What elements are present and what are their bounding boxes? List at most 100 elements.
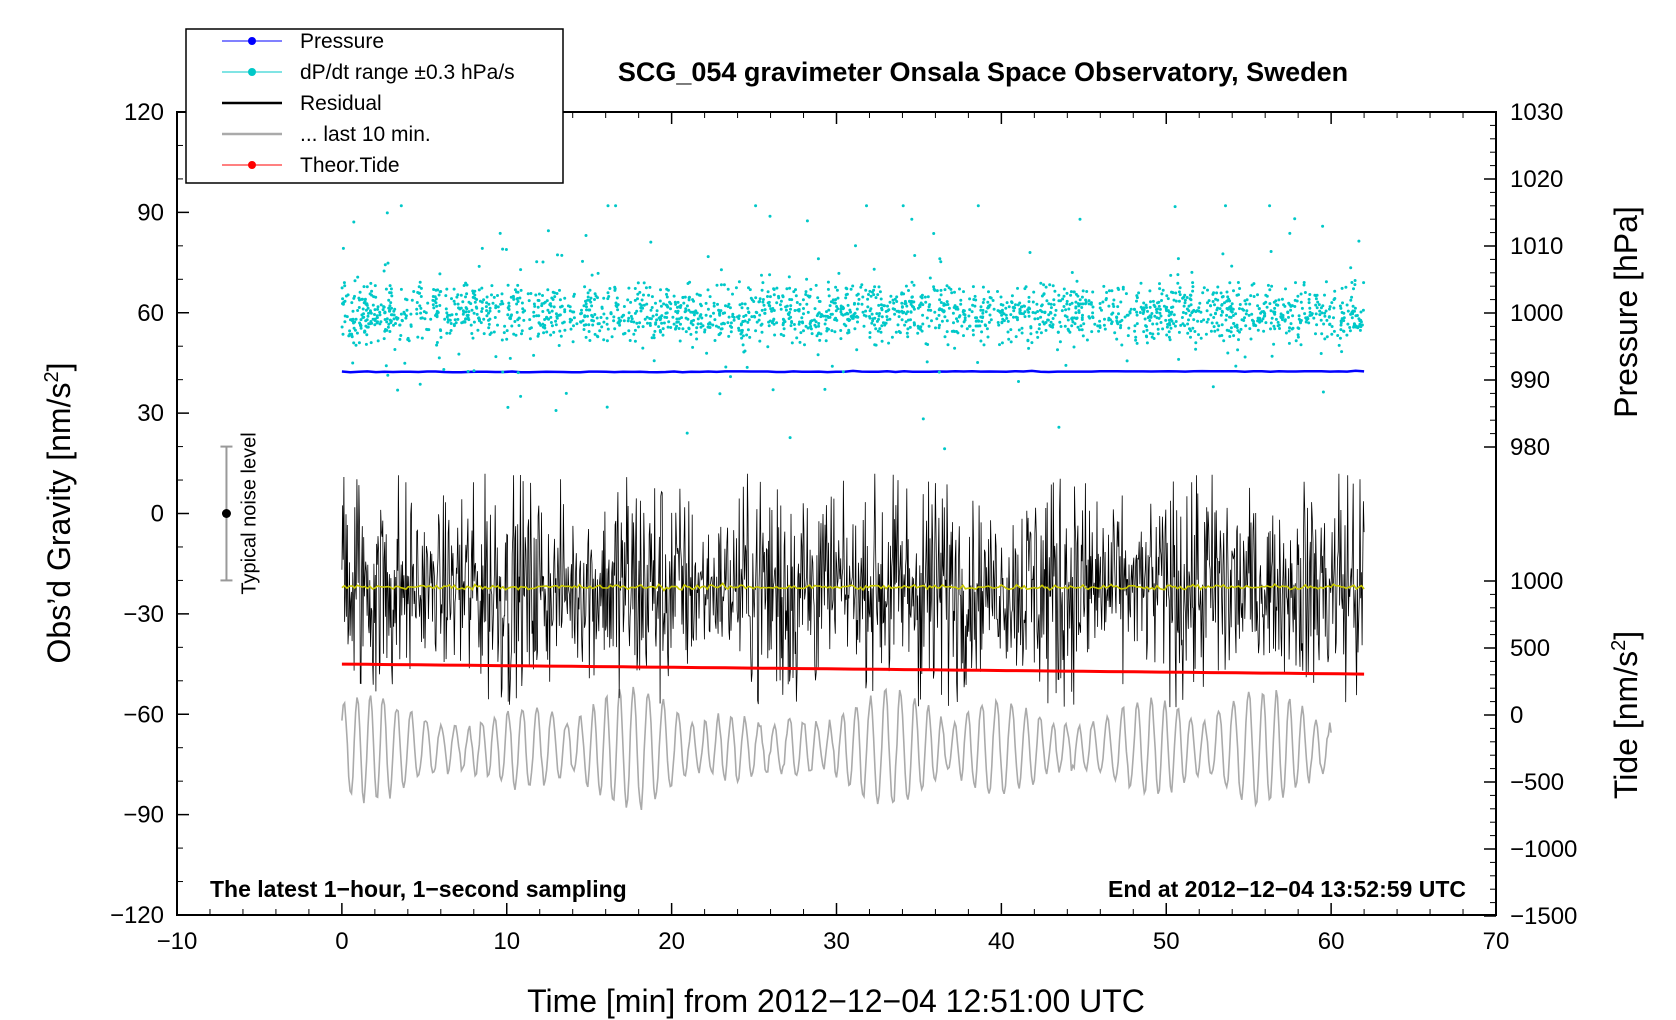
dpdt-point — [1144, 324, 1148, 328]
dpdt-point — [1020, 331, 1024, 335]
dpdt-point — [880, 339, 884, 343]
dpdt-point — [800, 316, 804, 320]
dpdt-point — [1228, 315, 1231, 319]
dpdt-point — [532, 302, 536, 306]
dpdt-point — [1167, 335, 1171, 339]
dpdt-point — [390, 313, 394, 317]
dpdt-point — [456, 302, 460, 306]
dpdt-point — [1070, 317, 1074, 320]
dpdt-point — [685, 431, 689, 435]
dpdt-point — [715, 283, 719, 287]
dpdt-point — [729, 321, 733, 325]
dpdt-point — [549, 333, 553, 337]
dpdt-point — [857, 297, 861, 301]
dpdt-point — [1039, 315, 1043, 319]
dpdt-point — [834, 298, 838, 302]
dpdt-point — [432, 306, 436, 310]
dpdt-point — [1294, 281, 1297, 285]
dpdt-point — [1084, 302, 1087, 306]
dpdt-point — [661, 327, 665, 331]
dpdt-point — [1096, 324, 1100, 328]
dpdt-point — [510, 324, 514, 328]
dpdt-point — [627, 316, 631, 320]
dpdt-point — [341, 246, 345, 250]
dpdt-point — [487, 322, 491, 326]
dpdt-point — [1262, 329, 1266, 333]
y-tick-label-left: 90 — [137, 199, 164, 226]
dpdt-point — [981, 315, 985, 319]
dpdt-point — [784, 308, 788, 312]
dpdt-point — [1256, 293, 1259, 297]
dpdt-point — [1276, 320, 1280, 324]
dpdt-point — [1289, 322, 1293, 326]
dpdt-point — [1194, 341, 1198, 345]
dpdt-point — [1001, 303, 1005, 307]
dpdt-point — [1242, 319, 1246, 322]
dpdt-point — [412, 290, 416, 293]
dpdt-point — [793, 327, 797, 331]
dpdt-point — [824, 318, 828, 322]
dpdt-point — [775, 286, 779, 290]
dpdt-point — [1204, 332, 1208, 336]
dpdt-point — [714, 324, 718, 328]
dpdt-point — [528, 337, 532, 341]
dpdt-point — [753, 315, 757, 319]
dpdt-point — [600, 306, 604, 310]
dpdt-point — [748, 288, 752, 292]
dpdt-point — [1027, 310, 1031, 314]
dpdt-point — [1296, 333, 1300, 337]
dpdt-point — [563, 296, 567, 300]
dpdt-point — [595, 316, 599, 320]
dpdt-point — [1216, 285, 1220, 289]
dpdt-point — [561, 321, 565, 325]
dpdt-point — [1172, 298, 1176, 302]
dpdt-point — [868, 309, 872, 313]
dpdt-point — [395, 317, 399, 321]
dpdt-point — [1318, 313, 1322, 317]
dpdt-point — [856, 292, 860, 296]
dpdt-point — [692, 313, 696, 317]
dpdt-point — [546, 229, 550, 233]
dpdt-point — [932, 232, 936, 235]
dpdt-point — [798, 340, 802, 344]
dpdt-point — [1341, 301, 1344, 305]
dpdt-point — [1078, 298, 1082, 302]
dpdt-point — [1264, 321, 1268, 325]
dpdt-point — [1101, 300, 1105, 304]
dpdt-point — [418, 382, 422, 386]
dpdt-point — [1199, 336, 1203, 340]
chart-title: SCG_054 gravimeter Onsala Space Observat… — [618, 57, 1348, 87]
dpdt-point — [672, 294, 676, 298]
dpdt-point — [593, 298, 596, 301]
dpdt-point — [501, 370, 505, 374]
dpdt-point — [942, 302, 946, 306]
dpdt-point — [659, 304, 663, 308]
dpdt-point — [1350, 295, 1354, 299]
dpdt-point — [610, 335, 614, 339]
dpdt-point — [1263, 312, 1267, 316]
dpdt-point — [852, 313, 856, 316]
dpdt-point — [373, 323, 377, 327]
dpdt-point — [398, 337, 402, 341]
dpdt-point — [1158, 307, 1162, 311]
dpdt-point — [1084, 298, 1088, 302]
dpdt-point — [502, 331, 506, 335]
dpdt-point — [655, 318, 659, 322]
dpdt-point — [1236, 348, 1240, 352]
dpdt-point — [870, 312, 874, 316]
dpdt-point — [965, 327, 969, 331]
legend-marker — [248, 161, 256, 169]
dpdt-point — [1325, 335, 1329, 339]
dpdt-point — [394, 322, 397, 325]
dpdt-point — [446, 320, 450, 324]
dpdt-point — [906, 327, 910, 331]
dpdt-point — [904, 284, 908, 288]
dpdt-point — [713, 339, 717, 342]
dpdt-point — [348, 329, 352, 333]
dpdt-point — [1134, 335, 1138, 339]
dpdt-point — [1000, 341, 1004, 345]
dpdt-point — [943, 315, 947, 319]
dpdt-point — [1079, 324, 1083, 328]
dpdt-point — [388, 318, 392, 322]
dpdt-point — [893, 312, 897, 316]
